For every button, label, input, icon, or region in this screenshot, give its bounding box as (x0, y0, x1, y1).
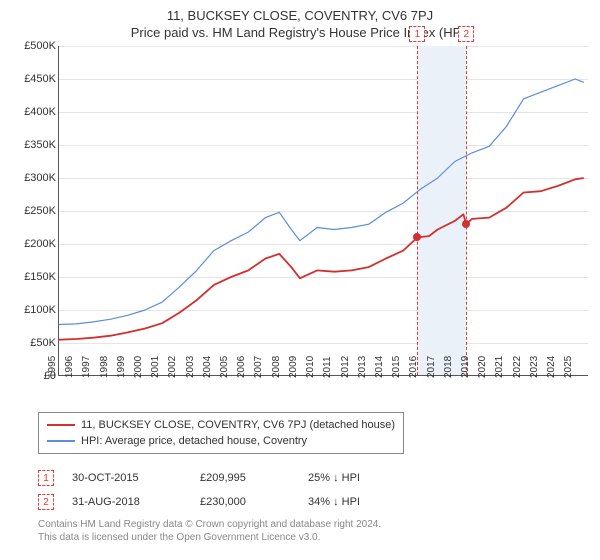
x-tick-label: 2012 (340, 356, 351, 378)
x-tick-label: 2014 (374, 356, 385, 378)
footer-line2: This data is licensed under the Open Gov… (38, 531, 588, 544)
series-price_paid (59, 178, 584, 340)
legend-swatch (47, 424, 75, 426)
x-tick-label: 2008 (271, 356, 282, 378)
x-tick-label: 2003 (185, 356, 196, 378)
sale-vline (466, 46, 467, 375)
y-tick-label: £350K (24, 139, 56, 151)
chart-container: 11, BUCKSEY CLOSE, COVENTRY, CV6 7PJ Pri… (0, 0, 600, 560)
x-tick-label: 2001 (150, 356, 161, 378)
legend-item: 11, BUCKSEY CLOSE, COVENTRY, CV6 7PJ (de… (47, 417, 395, 433)
x-tick-label: 2016 (408, 356, 419, 378)
x-tick-label: 2017 (426, 356, 437, 378)
x-tick-label: 1997 (81, 356, 92, 378)
x-tick-label: 2024 (546, 356, 557, 378)
sale-delta: 34% ↓ HPI (308, 496, 360, 508)
series-hpi (59, 79, 584, 325)
plot-svg (59, 46, 589, 376)
chart-subtitle: Price paid vs. HM Land Registry's House … (12, 25, 588, 40)
x-tick-label: 2002 (167, 356, 178, 378)
x-tick-label: 2009 (288, 356, 299, 378)
x-tick-label: 2007 (253, 356, 264, 378)
y-tick-label: £400K (24, 106, 56, 118)
plot-area: 12 (58, 46, 588, 376)
x-tick-label: 1996 (64, 356, 75, 378)
sale-marker-badge: 1 (409, 26, 425, 42)
chart-area: £0£50K£100K£150K£200K£250K£300K£350K£400… (12, 46, 588, 406)
y-tick-label: £200K (24, 238, 56, 250)
x-tick-label: 2005 (219, 356, 230, 378)
legend-swatch (47, 440, 75, 442)
x-tick-label: 2021 (494, 356, 505, 378)
legend: 11, BUCKSEY CLOSE, COVENTRY, CV6 7PJ (de… (38, 412, 404, 454)
sale-badge: 2 (38, 494, 54, 510)
sale-price: £209,995 (200, 472, 290, 484)
x-tick-label: 2018 (443, 356, 454, 378)
x-tick-label: 1998 (99, 356, 110, 378)
sale-price: £230,000 (200, 496, 290, 508)
x-tick-label: 2006 (236, 356, 247, 378)
sale-vline (417, 46, 418, 375)
series-dot (413, 233, 421, 241)
x-tick-label: 2010 (305, 356, 316, 378)
legend-item: HPI: Average price, detached house, Cove… (47, 433, 395, 449)
sale-row: 1 30-OCT-2015 £209,995 25% ↓ HPI (38, 466, 588, 490)
x-tick-label: 2000 (133, 356, 144, 378)
series-dot (462, 220, 470, 228)
x-tick-label: 2011 (322, 356, 333, 378)
x-tick-label: 1999 (116, 356, 127, 378)
legend-label: 11, BUCKSEY CLOSE, COVENTRY, CV6 7PJ (de… (81, 419, 395, 431)
x-axis: 1995199619971998199920002001200220032004… (58, 378, 588, 406)
y-tick-label: £150K (24, 271, 56, 283)
x-tick-label: 2020 (477, 356, 488, 378)
x-tick-label: 1995 (47, 356, 58, 378)
sale-date: 30-OCT-2015 (72, 472, 182, 484)
y-tick-label: £450K (24, 73, 56, 85)
sale-delta: 25% ↓ HPI (308, 472, 360, 484)
x-tick-label: 2019 (460, 356, 471, 378)
x-tick-label: 2023 (529, 356, 540, 378)
x-tick-label: 2015 (391, 356, 402, 378)
footer-attribution: Contains HM Land Registry data © Crown c… (38, 518, 588, 544)
x-tick-label: 2013 (357, 356, 368, 378)
x-tick-label: 2004 (202, 356, 213, 378)
sale-marker-badge: 2 (458, 26, 474, 42)
y-axis: £0£50K£100K£150K£200K£250K£300K£350K£400… (12, 46, 58, 406)
y-tick-label: £500K (24, 40, 56, 52)
y-tick-label: £100K (24, 304, 56, 316)
sales-table: 1 30-OCT-2015 £209,995 25% ↓ HPI 2 31-AUG-201… (38, 466, 588, 514)
x-tick-label: 2022 (512, 356, 523, 378)
y-tick-label: £300K (24, 172, 56, 184)
y-tick-label: £250K (24, 205, 56, 217)
y-tick-label: £50K (30, 337, 56, 349)
legend-label: HPI: Average price, detached house, Cove… (81, 435, 307, 447)
sale-badge: 1 (38, 470, 54, 486)
sale-row: 2 31-AUG-2018 £230,000 34% ↓ HPI (38, 490, 588, 514)
chart-title: 11, BUCKSEY CLOSE, COVENTRY, CV6 7PJ (12, 8, 588, 23)
footer-line1: Contains HM Land Registry data © Crown c… (38, 518, 588, 531)
sale-date: 31-AUG-2018 (72, 496, 182, 508)
x-tick-label: 2025 (563, 356, 574, 378)
